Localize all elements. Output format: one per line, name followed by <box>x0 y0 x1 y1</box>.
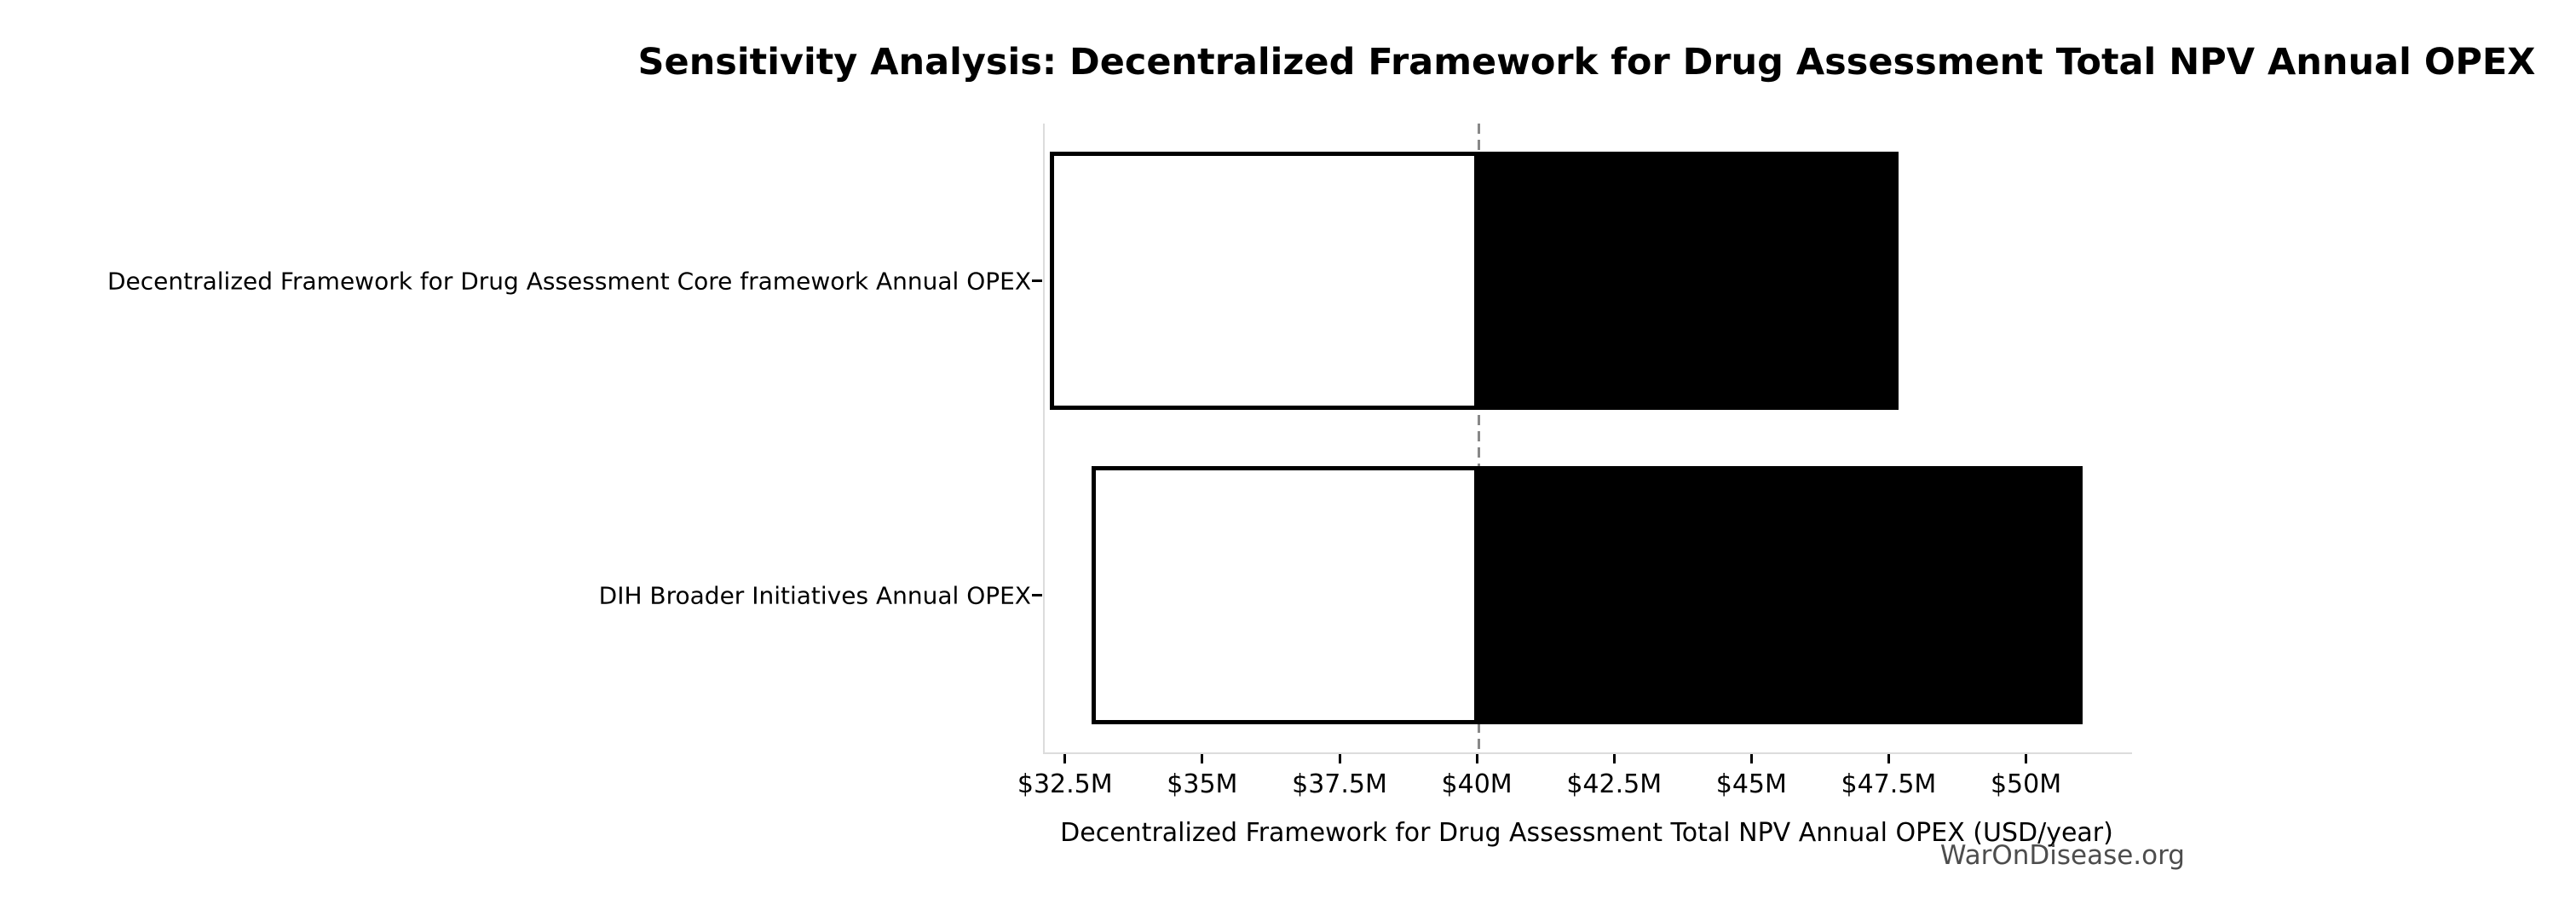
x-tick-label: $40M <box>1441 769 1513 799</box>
x-tick-label: $37.5M <box>1292 769 1387 799</box>
x-tick-label: $50M <box>1990 769 2062 799</box>
x-tick-mark <box>1063 754 1067 763</box>
x-tick-label: $42.5M <box>1566 769 1663 799</box>
bar-low-segment <box>1091 466 1479 724</box>
x-tick-label: $45M <box>1715 769 1787 799</box>
y-axis-category-labels: Decentralized Framework for Drug Assessm… <box>0 124 1031 752</box>
y-category-label: Decentralized Framework for Drug Assessm… <box>107 267 1031 296</box>
watermark: WarOnDisease.org <box>1939 840 2185 871</box>
x-axis-label: Decentralized Framework for Drug Assessm… <box>1060 818 2113 848</box>
bar-high-segment <box>1478 152 1899 410</box>
y-tick-mark <box>1032 279 1042 282</box>
baseline-dashed-line <box>1477 124 1480 752</box>
plot-area <box>1032 124 2132 754</box>
x-tick-label: $35M <box>1167 769 1238 799</box>
bar-low-segment <box>1050 152 1479 410</box>
y-category-label: DIH Broader Initiatives Annual OPEX <box>598 581 1031 610</box>
x-tick-mark <box>2025 754 2028 763</box>
chart-title: Sensitivity Analysis: Decentralized Fram… <box>637 41 2536 84</box>
x-tick-label: $32.5M <box>1017 769 1113 799</box>
x-axis: $32.5M $35M $37.5M $40M $42.5M $45M $47.5M $50M <box>1017 754 2130 856</box>
x-tick-mark <box>1201 754 1204 763</box>
x-tick-mark <box>1338 754 1341 763</box>
x-tick-label: $47.5M <box>1841 769 1937 799</box>
x-tick-mark <box>1749 754 1753 763</box>
y-tick-mark <box>1032 594 1042 596</box>
x-tick-mark <box>1475 754 1478 763</box>
bar-high-segment <box>1478 466 2083 724</box>
x-tick-mark <box>1612 754 1616 763</box>
x-tick-mark <box>1887 754 1890 763</box>
